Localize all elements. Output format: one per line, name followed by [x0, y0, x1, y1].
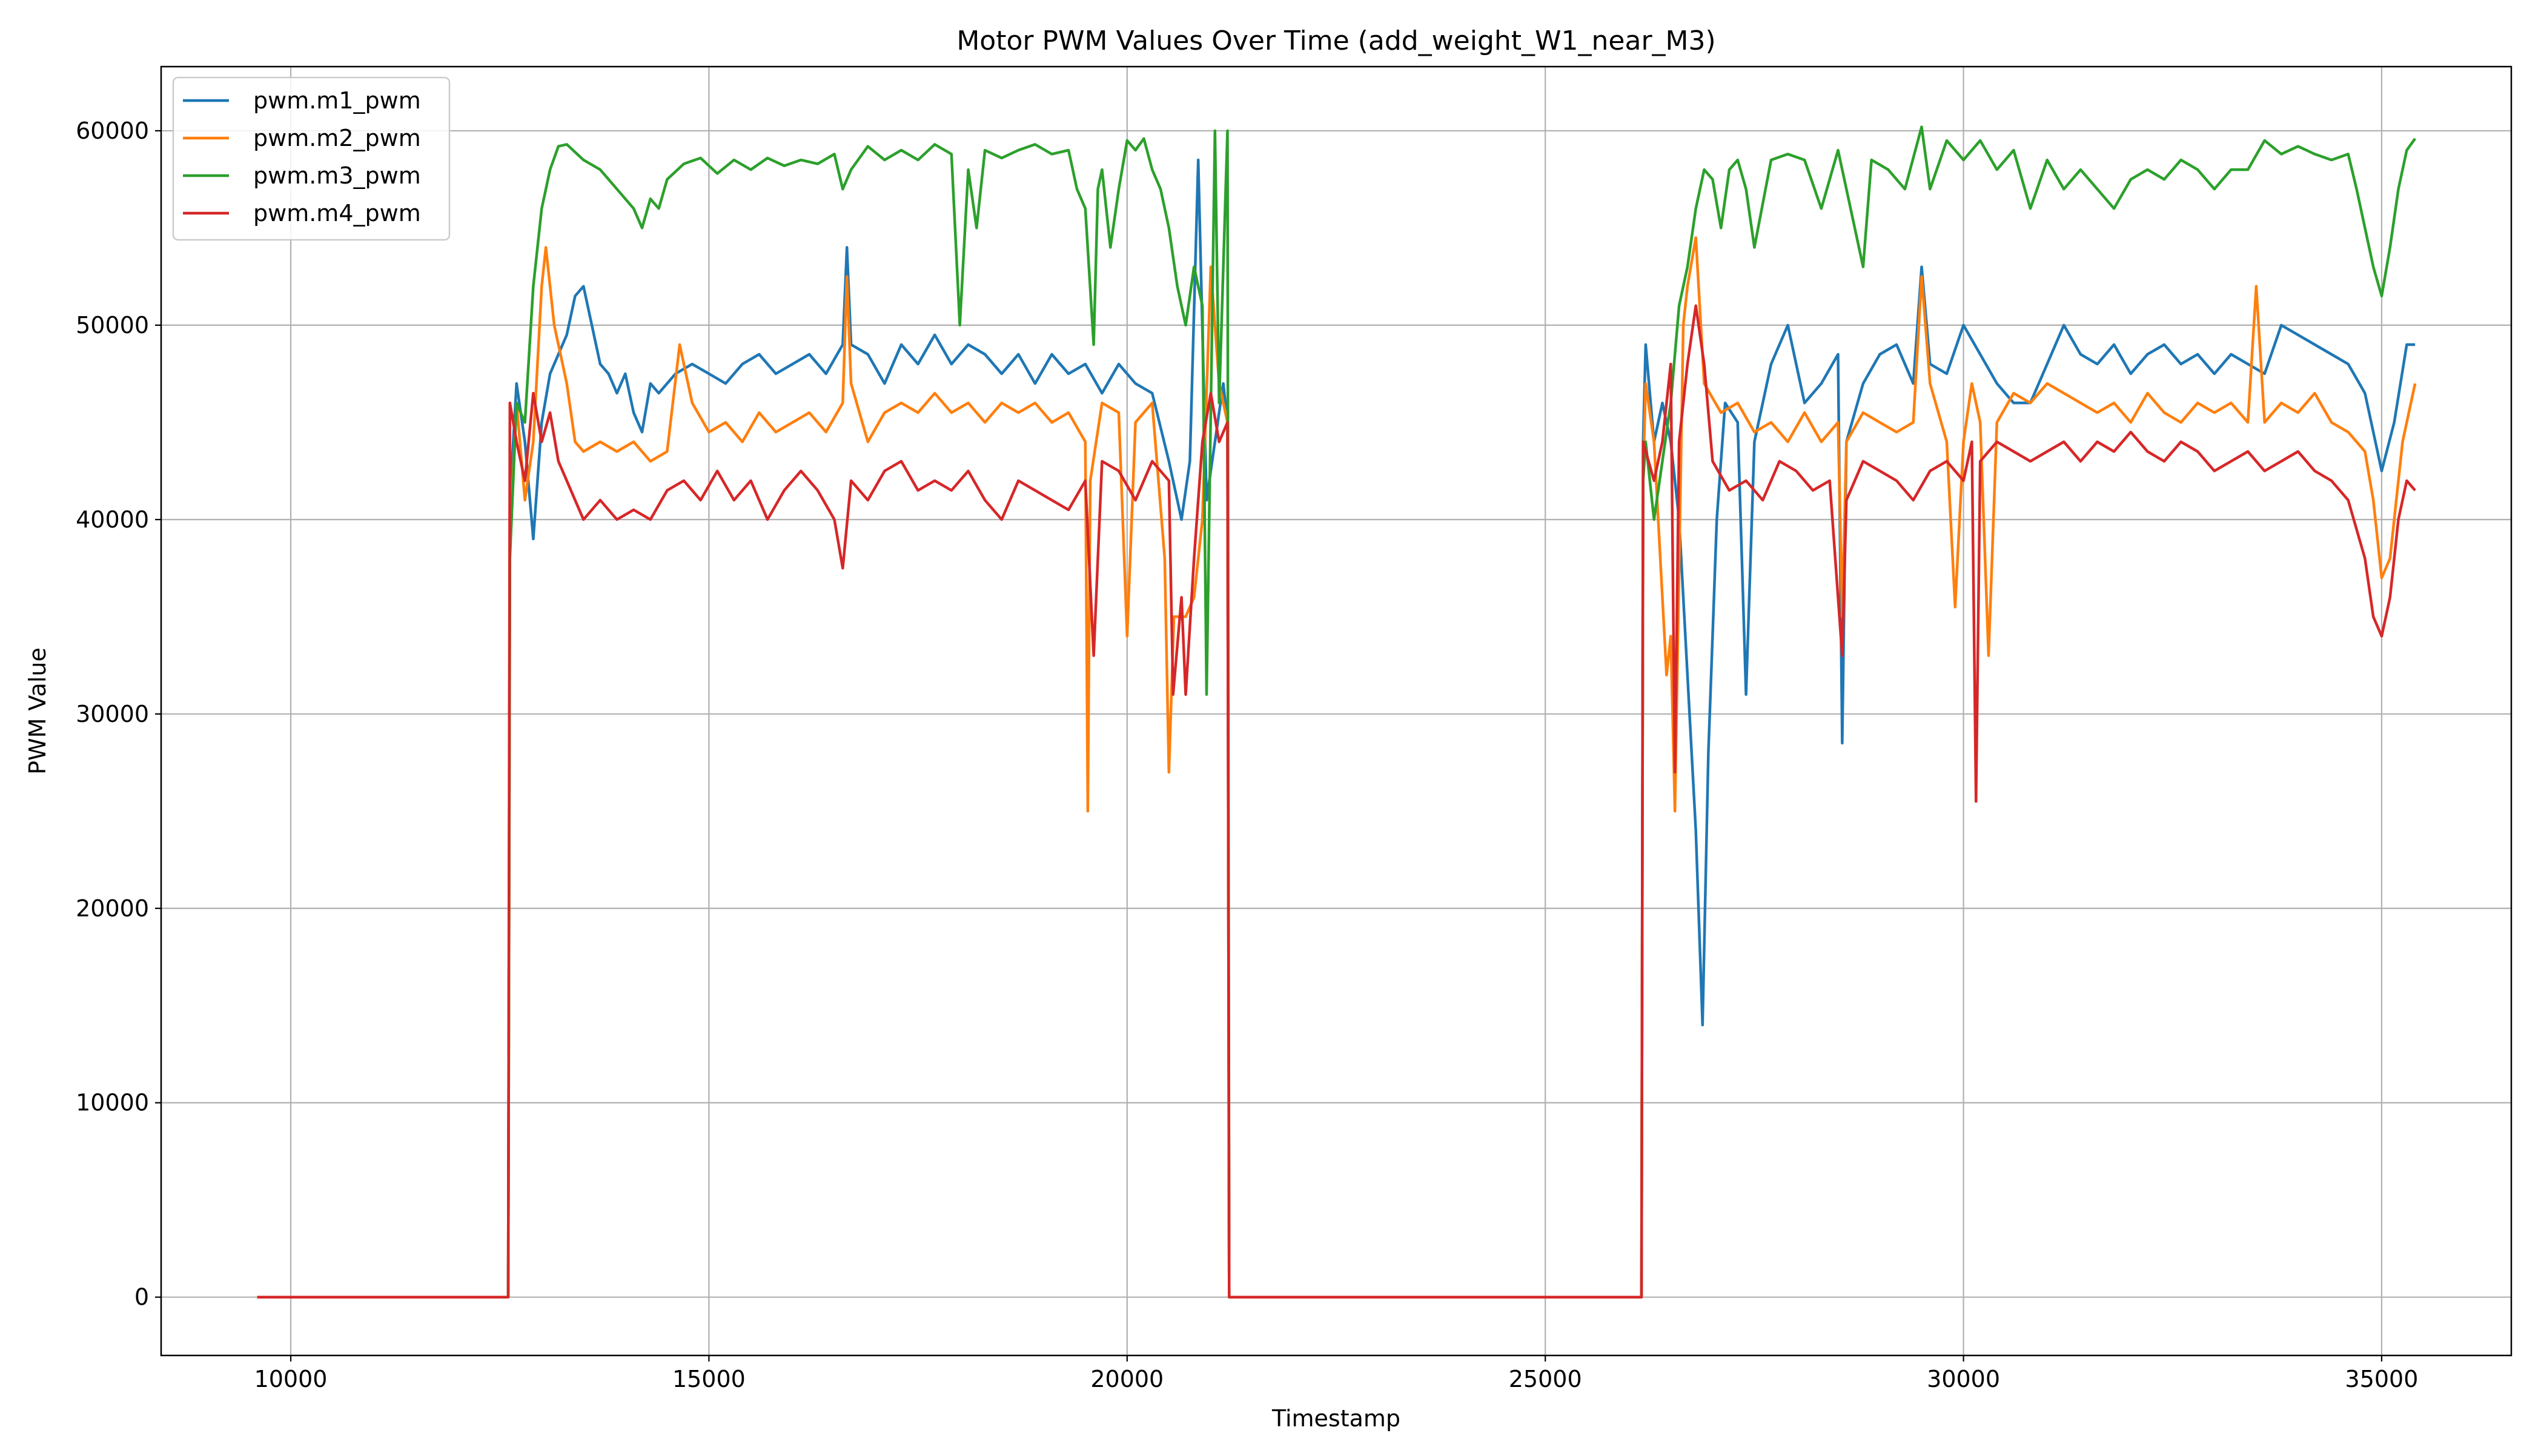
y-tick-label: 20000 — [76, 895, 149, 922]
legend-label-1: pwm.m1_pwm — [253, 87, 421, 114]
x-tick-label: 10000 — [254, 1366, 328, 1392]
y-tick-label: 40000 — [76, 506, 149, 533]
chart-title: Motor PWM Values Over Time (add_weight_W… — [956, 25, 1715, 56]
x-tick-label: 30000 — [1927, 1366, 2000, 1392]
grid-layer — [161, 67, 2511, 1355]
legend-label-2: pwm.m2_pwm — [253, 125, 421, 151]
series-layer — [257, 125, 2417, 1299]
y-tick-label: 0 — [134, 1284, 149, 1311]
tick-layer: 10000 15000 20000 25000 30000 35000 0 10000 2000… — [76, 117, 2418, 1392]
y-tick-label: 30000 — [76, 701, 149, 727]
x-tick-label: 25000 — [1509, 1366, 1582, 1392]
x-tick-label: 15000 — [672, 1366, 746, 1392]
y-tick-label: 50000 — [76, 312, 149, 339]
series-line-4 — [257, 304, 2416, 1299]
legend-label-4: pwm.m4_pwm — [253, 200, 421, 227]
y-tick-label: 60000 — [76, 117, 149, 144]
x-tick-label: 20000 — [1090, 1366, 1164, 1392]
x-tick-label: 35000 — [2345, 1366, 2419, 1392]
plot-frame — [160, 65, 2513, 1357]
legend-frame — [172, 76, 451, 241]
series-line-3 — [257, 125, 2417, 1299]
y-axis-label: PWM Value — [24, 647, 51, 775]
legend-label-3: pwm.m3_pwm — [253, 162, 421, 189]
x-axis-label: Timestamp — [1271, 1405, 1400, 1432]
legend: pwm.m1_pwm pwm.m2_pwm pwm.m3_pwm pwm.m4_pwm — [172, 76, 451, 241]
y-tick-label: 10000 — [76, 1090, 149, 1116]
